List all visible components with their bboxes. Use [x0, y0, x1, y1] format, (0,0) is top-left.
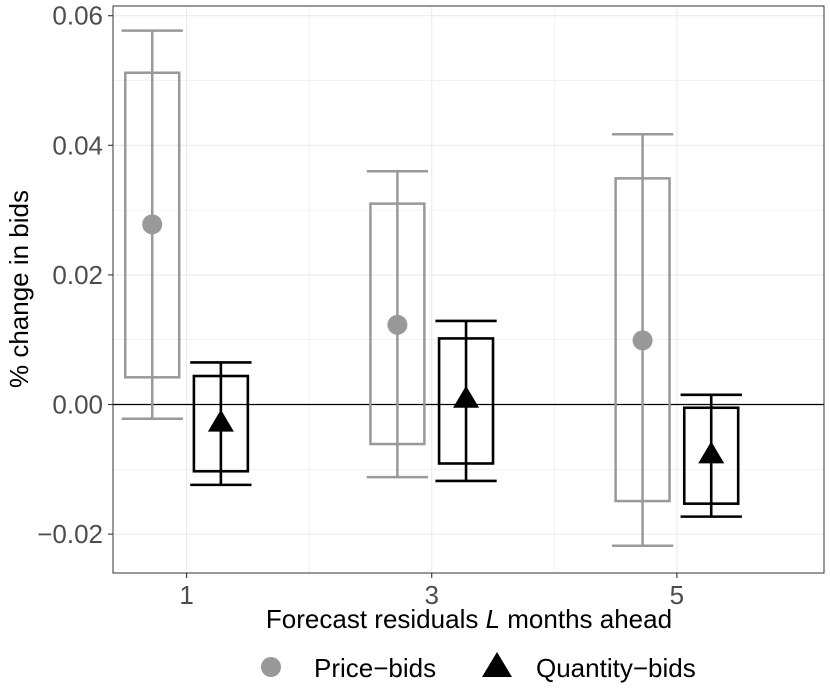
x-axis-title-prefix: Forecast residuals	[266, 604, 486, 634]
y-axis: −0.02 0.00 0.02 0.04 0.06	[37, 1, 113, 549]
y-axis-title: % change in bids	[4, 190, 34, 388]
price-bids-legend-key	[261, 657, 281, 677]
price-bids-point	[387, 314, 408, 335]
quantity-bids-point	[698, 441, 725, 464]
quantity-bids-legend-key	[482, 652, 512, 677]
data-marks	[121, 29, 742, 548]
y-tick-label: −0.02	[37, 519, 103, 549]
x-tick-label: 5	[670, 580, 684, 610]
y-tick-label: 0.00	[52, 390, 103, 420]
price-bids-legend-label: Price−bids	[314, 653, 436, 683]
price-bids-point	[632, 330, 653, 351]
quantity-bids-series	[190, 319, 742, 518]
x-axis-title-variable: L	[486, 604, 500, 634]
price-bids-series	[121, 29, 674, 548]
x-axis: 1 3 5	[179, 573, 684, 610]
x-tick-label: 1	[179, 580, 193, 610]
x-axis-title: Forecast residuals L months ahead	[266, 604, 672, 634]
quantity-bids-point	[207, 409, 234, 432]
x-tick-label: 3	[424, 580, 438, 610]
legend: Price−bids Quantity−bids	[261, 652, 696, 683]
x-axis-title-suffix: months ahead	[500, 604, 672, 634]
y-tick-label: 0.04	[52, 130, 103, 160]
y-tick-label: 0.06	[52, 1, 103, 31]
price-bids-point	[142, 214, 163, 235]
y-tick-label: 0.02	[52, 260, 103, 290]
quantity-bids-point	[453, 385, 480, 408]
quantity-bids-legend-label: Quantity−bids	[536, 653, 696, 683]
panel-border	[112, 5, 825, 574]
